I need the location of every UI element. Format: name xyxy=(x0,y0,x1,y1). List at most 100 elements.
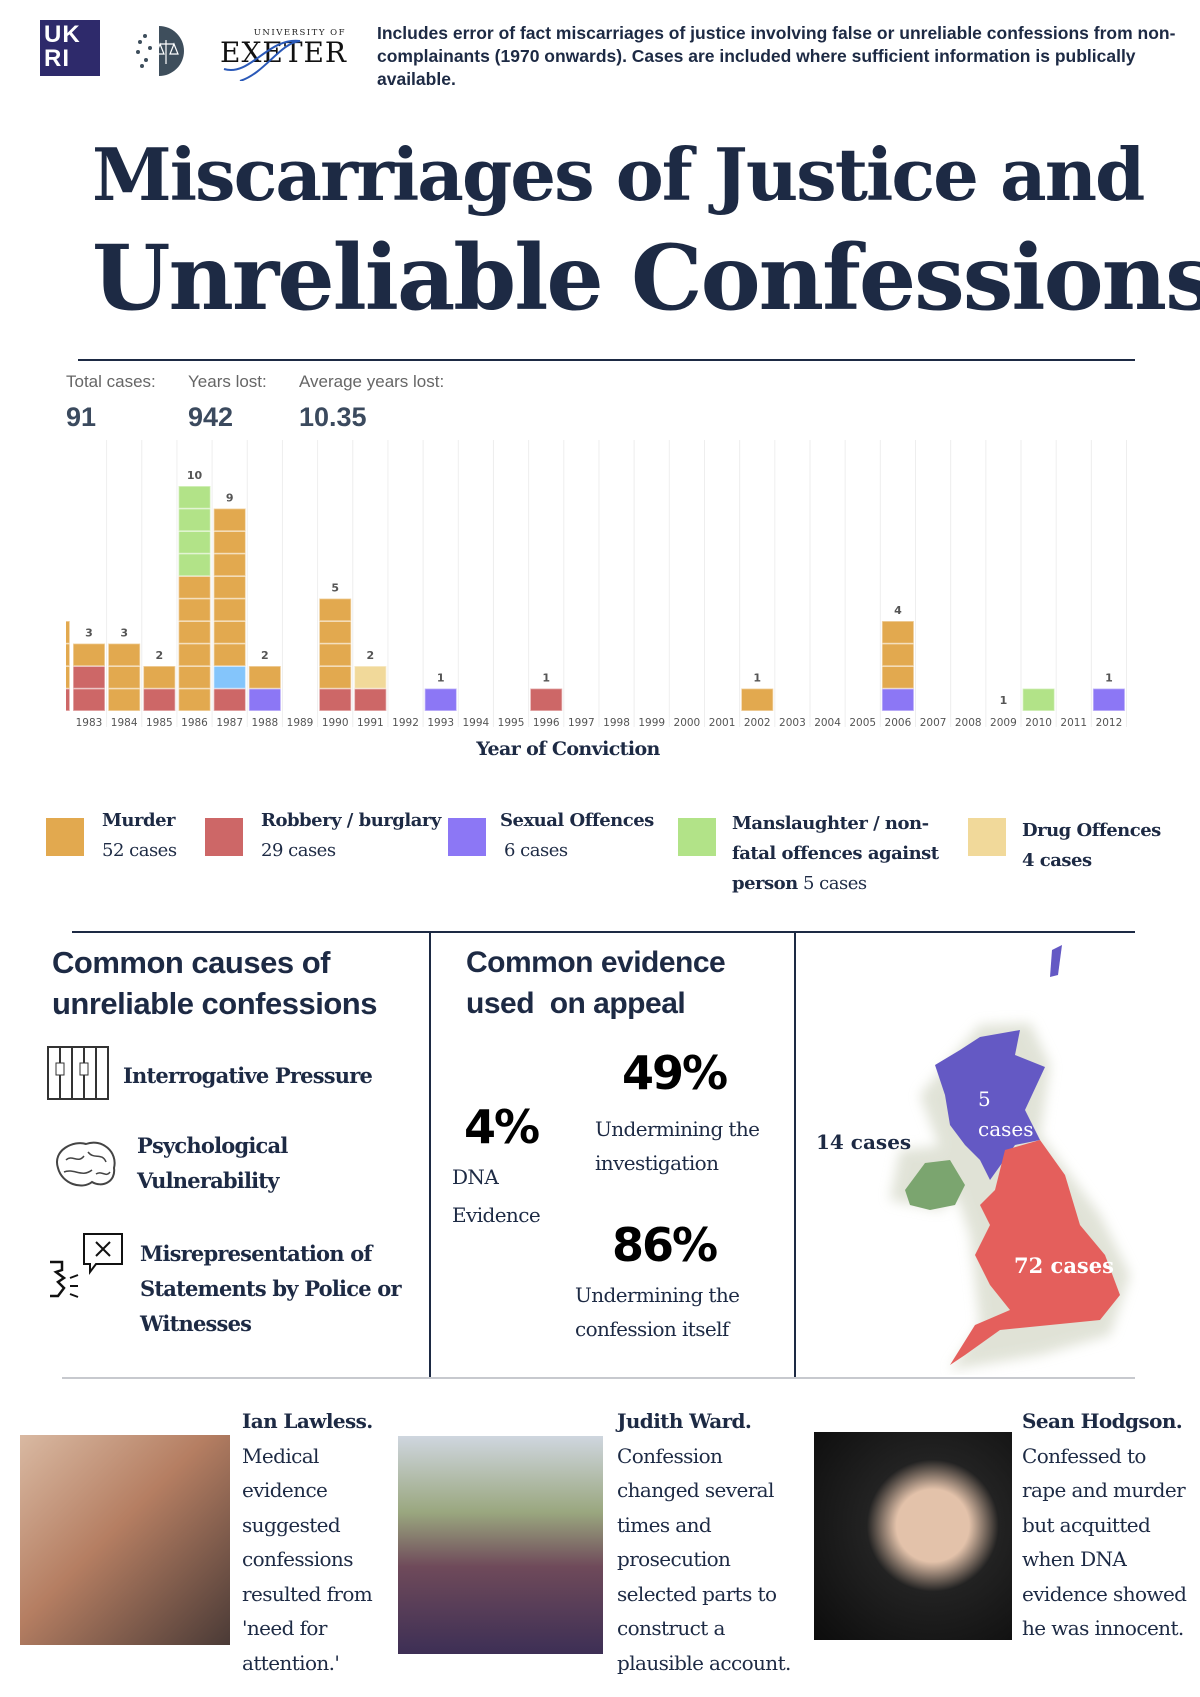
scales-logo xyxy=(130,22,188,80)
x-tick-label: 2005 xyxy=(849,717,876,729)
total-cases-value: 91 xyxy=(66,402,97,432)
bar-segment xyxy=(142,665,177,690)
bar-segment xyxy=(212,687,247,712)
bar-segment xyxy=(177,552,212,577)
legend-swatch-robbery xyxy=(205,818,243,856)
bar-segment xyxy=(353,687,388,712)
bar-segment xyxy=(318,665,352,690)
divider xyxy=(78,359,1135,361)
bar-segment xyxy=(318,620,352,645)
legend-robbery: Robbery / burglary 29 cases xyxy=(261,810,441,861)
x-tick-label: 2004 xyxy=(814,717,841,729)
divider xyxy=(62,1377,1135,1379)
bar-segment xyxy=(248,665,282,690)
bar-segment xyxy=(177,507,212,532)
bar-segment xyxy=(881,665,915,690)
avg-years-lost-label: Average years lost: xyxy=(299,372,445,391)
x-tick-label: 1990 xyxy=(322,717,349,729)
northern-ireland-region xyxy=(905,1160,965,1210)
page-title-line2: Unreliable Confessions xyxy=(92,225,1200,331)
x-tick-label: 1996 xyxy=(533,717,560,729)
bar-total-label: 1 xyxy=(1105,672,1113,685)
years-lost-value: 942 xyxy=(188,402,234,432)
bar-segment xyxy=(177,597,212,622)
x-tick-label: 2010 xyxy=(1025,717,1052,729)
bar-segment xyxy=(177,575,212,600)
bar-total-label: 1 xyxy=(542,672,550,685)
northern-ireland-label: 14 cases xyxy=(816,1130,912,1154)
avg-years-lost-value: 10.35 xyxy=(299,402,367,432)
cause-psychological-vulnerability: Psychological Vulnerability xyxy=(137,1133,288,1193)
bar-total-label: 2 xyxy=(261,649,269,662)
sean-hodgson-photo xyxy=(814,1432,1012,1640)
bar-segment xyxy=(881,620,915,645)
bar-segment xyxy=(740,687,774,712)
bar-segment xyxy=(66,620,71,645)
evidence-heading: Common evidence used on appeal xyxy=(466,946,734,1020)
years-lost-label: Years lost: xyxy=(188,372,267,391)
bar-total-label: 5 xyxy=(331,582,339,595)
x-tick-label: 1994 xyxy=(463,717,490,729)
bar-segment xyxy=(177,687,212,712)
bar-segment xyxy=(1021,687,1056,712)
bar-total-label: 3 xyxy=(120,627,128,640)
x-tick-label: 2009 xyxy=(990,717,1017,729)
bar-segment xyxy=(318,597,352,622)
divider xyxy=(794,931,796,1379)
x-tick-label: 1999 xyxy=(638,717,665,729)
ian-lawless-photo xyxy=(20,1435,230,1645)
bar-total-label: 3 xyxy=(85,627,93,640)
investigation-label: Undermining the investigation xyxy=(595,1117,760,1175)
bar-total-label: 4 xyxy=(894,604,902,617)
bar-segment xyxy=(212,642,247,667)
bar-total-label: 1 xyxy=(437,672,445,685)
cause-interrogative-pressure: Interrogative Pressure xyxy=(123,1063,373,1088)
bar-segment xyxy=(318,687,352,712)
judith-ward-photo xyxy=(398,1436,603,1654)
x-tick-label: 1989 xyxy=(287,717,314,729)
uk-map: 72 cases xyxy=(890,945,1130,1370)
legend-sexual: Sexual Offences 6 cases xyxy=(500,810,654,861)
legend-swatch-murder xyxy=(46,818,84,856)
bar-segment xyxy=(212,575,247,600)
ukri-logo: UKRI xyxy=(40,20,100,76)
x-tick-label: 2007 xyxy=(920,717,947,729)
x-tick-label: 2006 xyxy=(885,717,912,729)
x-tick-label: 1988 xyxy=(251,717,278,729)
bar-segment xyxy=(881,687,915,712)
bar-segment xyxy=(212,507,247,532)
scotland-label: 5 cases xyxy=(978,1087,1034,1141)
bar-segment xyxy=(107,642,141,667)
legend-swatch-sexual xyxy=(448,818,486,856)
legend-drug: Drug Offences 4 cases xyxy=(1022,820,1161,871)
england-wales-region xyxy=(950,1140,1120,1365)
bar-total-label: 1 xyxy=(1000,694,1008,707)
x-tick-label: 1983 xyxy=(76,717,103,729)
bar-segment xyxy=(72,687,106,712)
england-wales-label: 72 cases xyxy=(1014,1253,1114,1278)
confession-label: Undermining the confession itself xyxy=(575,1283,740,1341)
bar-segment xyxy=(66,665,71,690)
bar-total-label: 10 xyxy=(187,469,203,482)
x-tick-label: 2002 xyxy=(744,717,771,729)
bar-segment xyxy=(212,597,247,622)
x-axis-title: Year of Conviction xyxy=(476,738,660,760)
bar-segment xyxy=(177,620,212,645)
x-tick-label: 2008 xyxy=(955,717,982,729)
cause-misrepresentation: Misrepresentation of Statements by Polic… xyxy=(140,1241,402,1336)
investigation-pct: 49% xyxy=(622,1046,728,1100)
legend-murder: Murder 52 cases xyxy=(102,810,177,861)
x-tick-label: 2012 xyxy=(1096,717,1123,729)
x-tick-label: 2000 xyxy=(674,717,701,729)
scotland-region xyxy=(935,1030,1045,1180)
bar-segment xyxy=(1092,687,1126,712)
x-tick-label: 1997 xyxy=(568,717,595,729)
bar-segment xyxy=(353,665,388,690)
legend-manslaughter: Manslaughter / non-fatal offences agains… xyxy=(732,813,939,894)
bar-segment xyxy=(177,485,212,510)
bar-segment xyxy=(212,620,247,645)
total-cases-label: Total cases: xyxy=(66,372,156,391)
bar-segment xyxy=(177,642,212,667)
bar-segment xyxy=(107,665,141,690)
confession-pct: 86% xyxy=(612,1218,718,1272)
